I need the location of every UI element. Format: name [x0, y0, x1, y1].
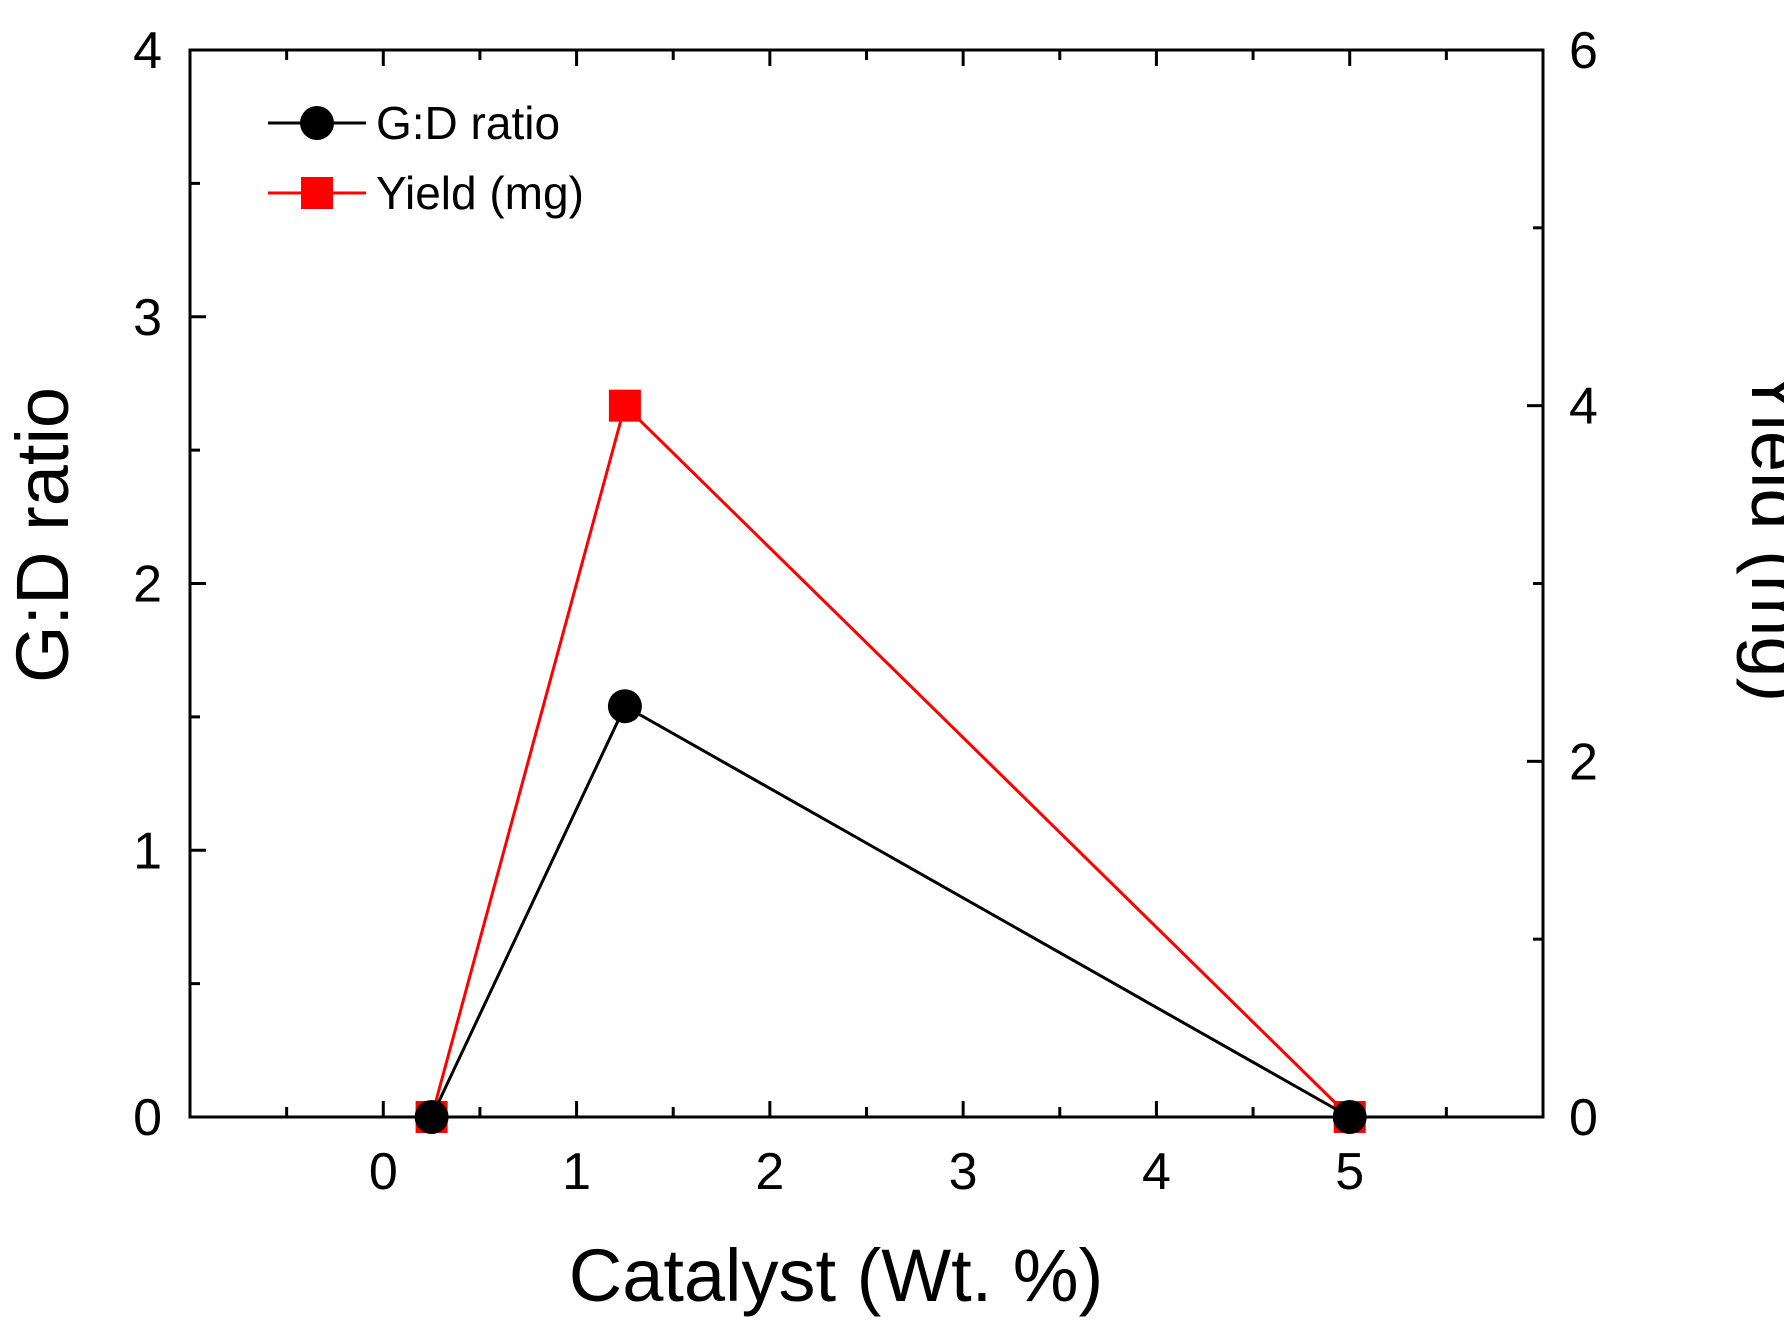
left-y-axis-title: G:D ratio	[1, 387, 84, 683]
x-tick-label: 1	[562, 1143, 591, 1201]
y-right-tick-label: 0	[1569, 1089, 1598, 1147]
right-y-axis-title: Yield (mg)	[1736, 368, 1784, 702]
x-tick-label: 3	[949, 1143, 978, 1201]
yield-marker	[608, 389, 641, 422]
gd-ratio-series-line	[430, 704, 1351, 1119]
legend-marker-yield	[301, 177, 333, 209]
y-right-tick-label: 4	[1569, 378, 1598, 436]
legend-label-gd-ratio: G:D ratio	[376, 97, 560, 149]
gd-ratio-marker	[414, 1100, 449, 1134]
gd-ratio-marker	[607, 689, 642, 724]
x-tick-label: 5	[1335, 1143, 1364, 1201]
x-tick-label: 4	[1142, 1143, 1171, 1201]
y-left-tick-label: 0	[133, 1089, 162, 1147]
y-left-tick-label: 4	[133, 22, 162, 80]
x-tick-label: 0	[369, 1143, 398, 1201]
y-left-tick-label: 2	[133, 556, 162, 614]
x-tick-label: 2	[755, 1143, 784, 1201]
y-right-tick-label: 6	[1569, 22, 1598, 80]
y-left-tick-label: 1	[133, 822, 162, 880]
legend-marker-gd-ratio	[300, 106, 334, 140]
y-left-tick-label: 3	[133, 289, 162, 347]
legend-label-yield: Yield (mg)	[376, 167, 584, 219]
gd-ratio-marker	[1332, 1100, 1367, 1134]
x-axis-title: Catalyst (Wt. %)	[569, 1234, 1103, 1317]
yield-series-line	[430, 402, 1351, 1119]
y-right-tick-label: 2	[1569, 733, 1598, 791]
